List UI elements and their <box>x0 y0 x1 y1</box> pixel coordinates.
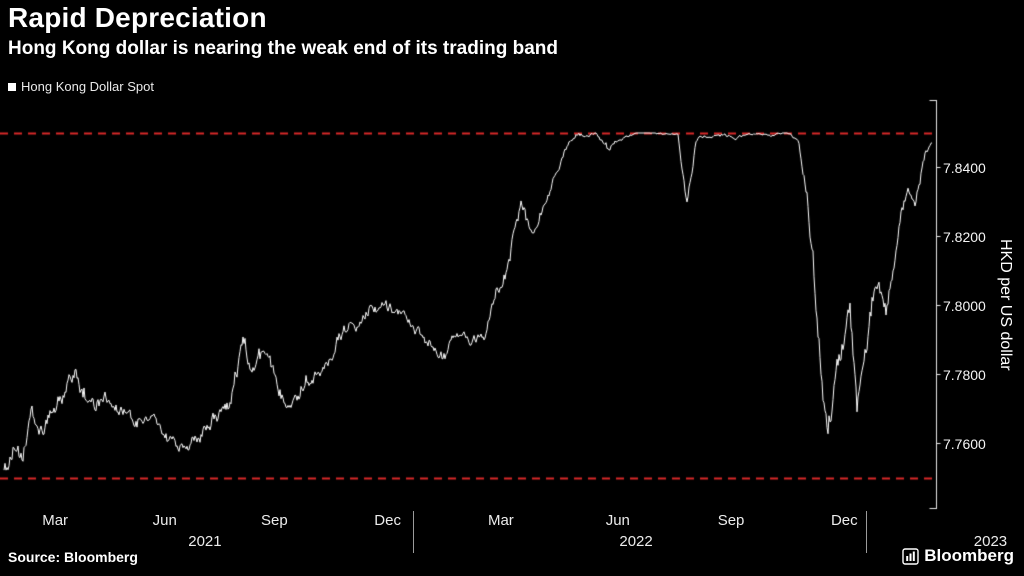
price-line-chart <box>0 0 1024 576</box>
